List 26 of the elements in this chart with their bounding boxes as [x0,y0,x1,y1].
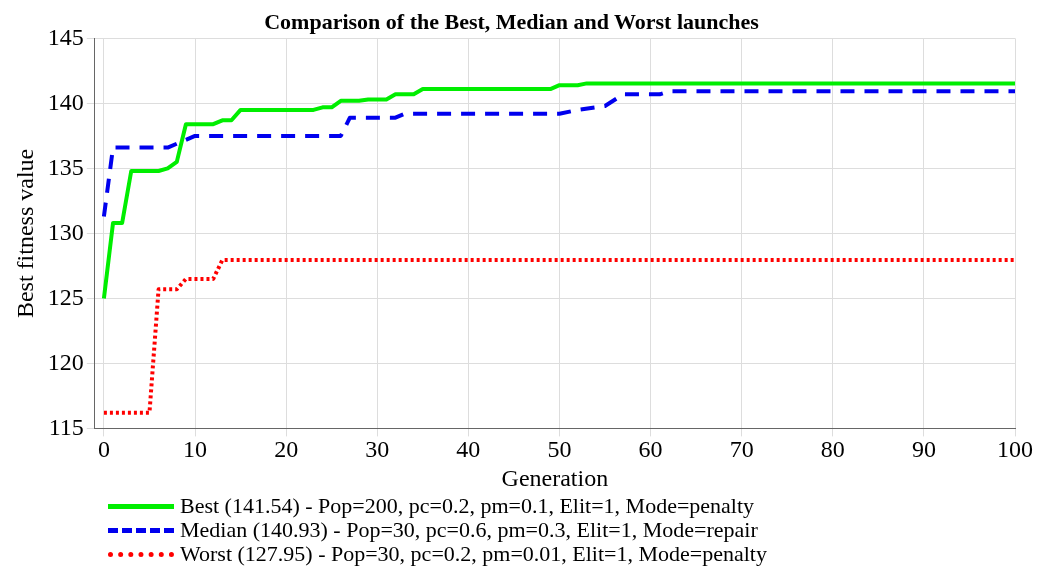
x-tick-label: 40 [456,436,481,463]
legend-label: Best (141.54) - Pop=200, pc=0.2, pm=0.1, Elit=1, Mode=penalty [180,493,755,518]
x-tick-label: 30 [365,436,390,463]
x-tick-label: 80 [820,436,845,463]
x-tick-label: 60 [638,436,663,463]
y-tick-label: 145 [47,23,84,50]
y-tick-label: 115 [48,413,84,440]
legend-label: Median (140.93) - Pop=30, pc=0.6, pm=0.3, Elit=1, Mode=repair [180,517,758,542]
x-tick-label: 0 [97,436,110,463]
line-series [101,89,1015,219]
x-tick-label: 70 [729,436,754,463]
x-axis-title: Generation [501,464,609,491]
y-tick-label: 140 [47,88,84,115]
legend-label: Worst (127.95) - Pop=30, pc=0.2, pm=0.01, Elit=1, Mode=penalty [180,541,767,566]
x-tick-label: 20 [274,436,299,463]
x-tick-label: 90 [911,436,936,463]
line-series [101,258,1015,415]
x-tick-label: 10 [183,436,208,463]
y-axis-title: Best fitness value [11,148,38,319]
x-tick-label: 100 [997,436,1033,463]
x-tick-label: 50 [547,436,572,463]
chart-title: Comparison of the Best, Median and Worst launches [264,8,760,34]
y-tick-label: 120 [47,348,84,375]
y-tick-label: 130 [47,218,84,245]
y-tick-label: 125 [47,283,84,310]
y-tick-label: 135 [47,153,84,180]
